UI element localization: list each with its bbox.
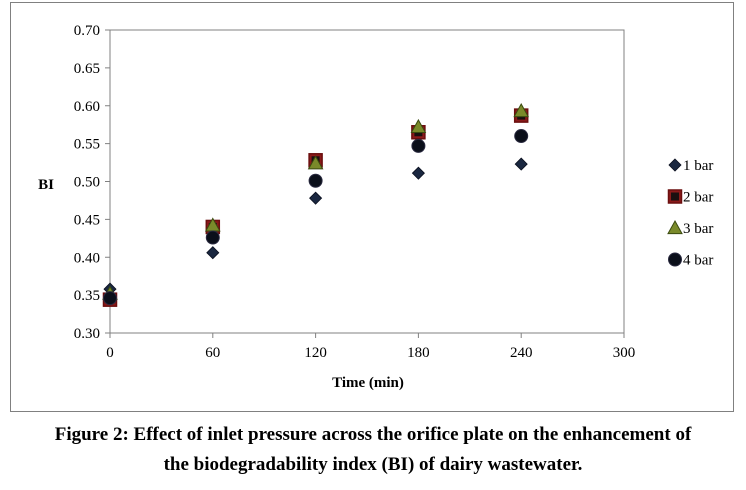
y-tick-label: 0.70 [74,23,100,39]
x-axis-label: Time (min) [332,375,404,391]
series-circle [103,129,529,306]
legend-marker-triangle [667,219,683,235]
figure-caption-line-1: Figure 2: Effect of inlet pressure acros… [54,424,692,445]
chart: 0.30 0.35 0.40 0.45 0.50 0.55 0.60 0.65 0.70 0 60… [38,23,713,391]
x-tick-label: 0 [106,345,114,361]
x-tick-label: 180 [407,345,430,361]
y-tick-label: 0.45 [74,212,100,228]
x-tick-label: 60 [205,345,220,361]
data-point-circle [205,230,220,245]
data-point-diamond [309,191,323,205]
data-point-diamond [206,246,220,260]
data-point-diamond [514,157,528,171]
x-tick-label: 120 [304,345,327,361]
data-point-triangle [307,155,324,170]
x-tick-label: 240 [510,345,533,361]
data-point-circle [514,129,529,144]
y-tick-label: 0.55 [74,137,100,153]
data-point-circle [411,138,426,153]
y-tick-label: 0.65 [74,61,100,77]
data-series [102,103,530,307]
data-point-circle [103,291,117,306]
series-diamond [103,157,528,296]
y-tick-label: 0.50 [74,175,100,191]
legend-marker-diamond [668,158,682,172]
y-tick-label: 0.60 [74,99,100,115]
legend-marker-square-inner [671,192,679,201]
figure-caption-line-2: the biodegradability index (BI) of dairy… [163,454,583,475]
data-point-circle [308,173,323,188]
y-tick-label: 0.40 [74,250,100,266]
legend: 1 bar 2 bar 3 bar 4 bar [667,158,713,269]
x-axis-ticks: 0 60 120 180 240 300 [106,333,635,361]
legend-label: 2 bar [683,190,713,206]
x-tick-label: 300 [613,345,636,361]
plot-area [109,29,625,334]
data-point-diamond [411,166,425,180]
data-point-triangle [513,103,530,118]
legend-label: 3 bar [683,221,713,237]
data-point-triangle [410,118,427,134]
y-axis-ticks: 0.30 0.35 0.40 0.45 0.50 0.55 0.60 0.65 0.70 [74,23,110,342]
legend-label: 1 bar [683,158,713,174]
y-tick-label: 0.30 [74,326,100,342]
y-tick-label: 0.35 [74,288,100,304]
legend-label: 4 bar [683,253,713,269]
y-axis-label: BI [38,177,54,193]
legend-marker-circle [668,252,682,267]
